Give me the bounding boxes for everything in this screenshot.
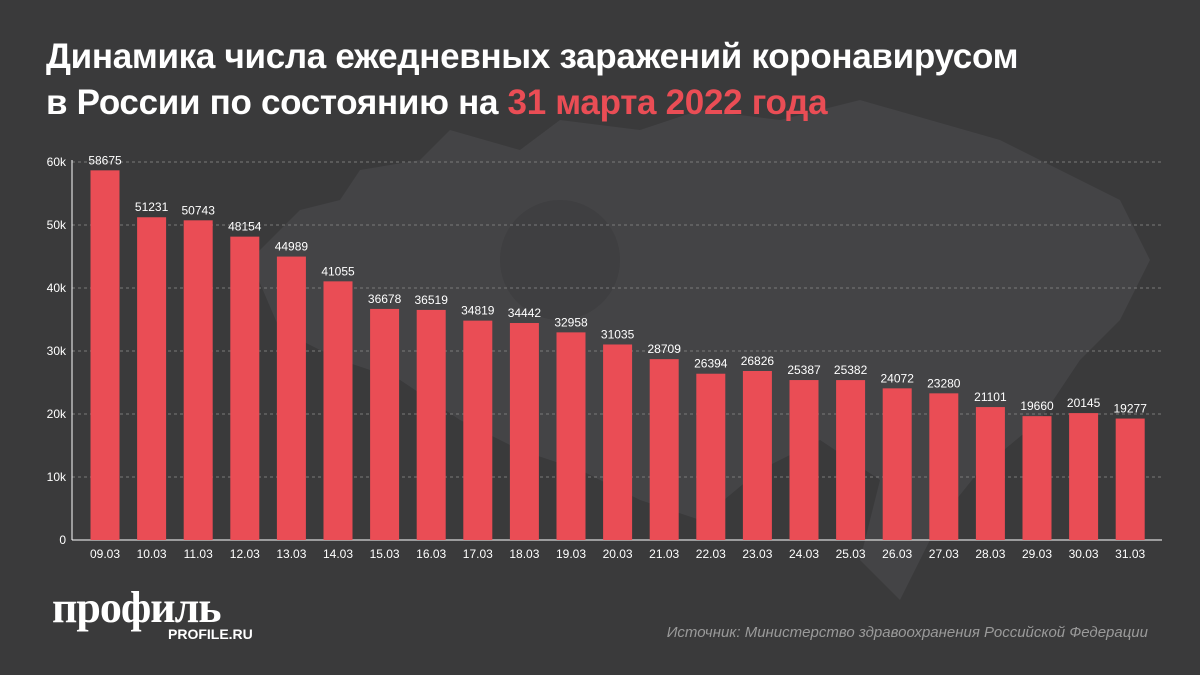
x-tick-label: 29.03: [1022, 547, 1052, 561]
title-line-2-prefix: в России по состоянию на: [46, 83, 508, 122]
data-label: 36519: [415, 293, 449, 307]
x-tick-label: 11.03: [184, 547, 213, 561]
bar: [882, 388, 912, 540]
data-label: 41055: [321, 264, 355, 278]
data-label: 58675: [88, 153, 122, 167]
bar: [649, 359, 679, 540]
data-label: 26826: [741, 354, 775, 368]
x-tick-label: 24.03: [789, 547, 819, 561]
data-label: 19277: [1114, 402, 1148, 416]
x-tick-label: 27.03: [929, 547, 959, 561]
bar: [323, 281, 353, 540]
bar: [556, 332, 586, 540]
y-tick-label: 40k: [47, 281, 67, 295]
bar: [1022, 416, 1052, 540]
y-tick-label: 60k: [47, 155, 67, 169]
profil-logo: профиль: [52, 583, 222, 632]
data-label: 34442: [508, 306, 542, 320]
data-label: 23280: [927, 376, 961, 390]
bar: [276, 256, 306, 540]
bar: [836, 380, 866, 540]
data-label: 50743: [182, 203, 216, 217]
x-tick-label: 25.03: [836, 547, 866, 561]
source-note: Источник: Министерство здравоохранения Р…: [666, 624, 1148, 641]
title-line-1: Динамика числа ежедневных заражений коро…: [46, 37, 1019, 76]
data-label: 31035: [601, 327, 635, 341]
data-label: 36678: [368, 292, 402, 306]
x-tick-label: 26.03: [882, 547, 912, 561]
x-tick-label: 14.03: [323, 547, 353, 561]
bar: [742, 370, 772, 540]
bar: [975, 407, 1005, 540]
y-tick-label: 10k: [47, 470, 67, 484]
bar: [90, 170, 120, 540]
data-label: 24072: [881, 371, 915, 385]
bar: [463, 320, 493, 540]
bar: [509, 323, 539, 540]
data-label: 48154: [228, 220, 262, 234]
x-tick-label: 09.03: [90, 547, 120, 561]
data-label: 28709: [648, 342, 682, 356]
bar: [696, 373, 726, 540]
data-label: 44989: [275, 240, 309, 254]
bar: [416, 309, 446, 540]
x-tick-label: 22.03: [696, 547, 726, 561]
data-label: 20145: [1067, 396, 1101, 410]
x-tick-label: 18.03: [509, 547, 539, 561]
bar: [1115, 418, 1145, 540]
bar: [603, 344, 633, 540]
x-tick-label: 19.03: [556, 547, 586, 561]
title-line-2: в России по состоянию на 31 марта 2022 г…: [46, 80, 1166, 126]
x-tick-label: 23.03: [742, 547, 772, 561]
data-label: 32958: [554, 315, 588, 329]
y-tick-label: 50k: [47, 218, 67, 232]
data-label: 25382: [834, 363, 868, 377]
y-tick-label: 30k: [47, 344, 67, 358]
bar: [789, 380, 819, 540]
x-tick-label: 17.03: [463, 547, 493, 561]
title-date-accent: 31 марта 2022 года: [507, 83, 828, 122]
bar: [137, 217, 167, 541]
data-label: 21101: [974, 390, 1007, 404]
logo-url: PROFILE.RU: [168, 626, 253, 642]
bar: [183, 220, 213, 541]
x-tick-label: 30.03: [1069, 547, 1099, 561]
x-tick-label: 13.03: [276, 547, 306, 561]
bar: [1069, 413, 1099, 540]
x-tick-label: 31.03: [1115, 547, 1145, 561]
bar: [230, 236, 260, 540]
data-label: 19660: [1020, 399, 1054, 413]
data-label: 51231: [135, 200, 169, 214]
x-tick-label: 16.03: [416, 547, 446, 561]
x-tick-label: 21.03: [649, 547, 679, 561]
x-tick-label: 28.03: [975, 547, 1005, 561]
bar: [370, 308, 400, 540]
chart-title: Динамика числа ежедневных заражений коро…: [46, 34, 1166, 126]
bar: [929, 393, 959, 540]
data-label: 26394: [694, 357, 728, 371]
x-tick-label: 20.03: [603, 547, 633, 561]
data-label: 25387: [787, 363, 821, 377]
data-label: 34819: [461, 304, 495, 318]
x-tick-label: 10.03: [137, 547, 167, 561]
x-tick-label: 12.03: [230, 547, 260, 561]
x-tick-label: 15.03: [370, 547, 400, 561]
y-tick-label: 20k: [47, 407, 67, 421]
y-tick-label: 0: [59, 533, 66, 547]
